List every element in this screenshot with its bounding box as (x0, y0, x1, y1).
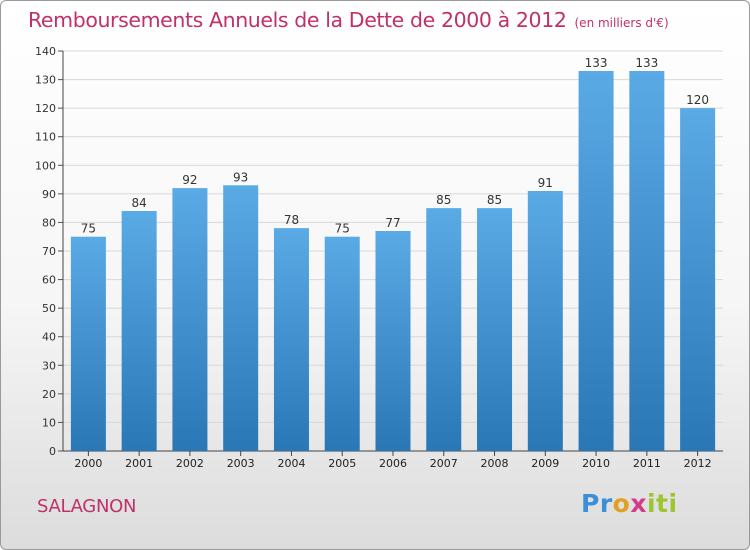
y-tick-label: 70 (42, 245, 56, 258)
bar (223, 185, 259, 452)
bar-value-label: 84 (132, 196, 147, 210)
y-tick-label: 50 (42, 302, 56, 315)
bar-value-label: 75 (81, 222, 96, 236)
bar-value-label: 91 (538, 176, 553, 190)
bar (324, 236, 360, 451)
bar (375, 231, 411, 451)
bar (680, 108, 716, 452)
y-tick-label: 40 (42, 331, 56, 344)
bar-value-label: 133 (585, 56, 608, 70)
bar (426, 208, 462, 451)
y-tick-label: 140 (35, 45, 56, 58)
bar-value-label: 120 (686, 93, 709, 107)
bar (629, 71, 665, 451)
y-tick-label: 90 (42, 188, 56, 201)
x-tick-label: 2006 (379, 457, 407, 470)
bar (477, 208, 513, 451)
data-labels: 75 84 92 93 78 75 77 85 85 91 133 133 120 (81, 56, 709, 236)
y-tick-label: 130 (35, 74, 56, 87)
y-tick-label: 30 (42, 359, 56, 372)
x-tick-label: 2000 (74, 457, 102, 470)
y-tick-label: 110 (35, 131, 56, 144)
x-tick-label: 2001 (125, 457, 153, 470)
bar-value-label: 75 (335, 222, 350, 236)
bar-value-label: 93 (233, 170, 248, 184)
y-tick-label: 10 (42, 416, 56, 429)
x-tick-label: 2012 (684, 457, 712, 470)
y-tick-label: 60 (42, 274, 56, 287)
bars (70, 71, 716, 452)
bar (273, 228, 309, 451)
x-tick-label: 2004 (277, 457, 305, 470)
x-tick-label: 2008 (481, 457, 509, 470)
bar-value-label: 85 (436, 193, 451, 207)
bar-value-label: 85 (487, 193, 502, 207)
bar-value-label: 133 (635, 56, 658, 70)
y-tick-label: 0 (49, 445, 56, 458)
bar (121, 211, 157, 451)
x-tick-label: 2011 (633, 457, 661, 470)
x-tick-label: 2005 (328, 457, 356, 470)
bar (70, 236, 106, 451)
bar (527, 191, 563, 451)
bar-value-label: 77 (385, 216, 400, 230)
bar (172, 188, 208, 451)
y-tick-label: 120 (35, 102, 56, 115)
bar-value-label: 78 (284, 213, 299, 227)
chart-title: Remboursements Annuels de la Dette de 20… (28, 8, 669, 32)
x-tick-label: 2009 (531, 457, 559, 470)
x-tick-label: 2002 (176, 457, 204, 470)
unit-label: (en milliers d'€) (574, 16, 669, 30)
bar (578, 71, 614, 451)
y-tick-label: 80 (42, 216, 56, 229)
y-tick-label: 20 (42, 388, 56, 401)
y-tick-label: 100 (35, 159, 56, 172)
x-tick-label: 2010 (582, 457, 610, 470)
x-tick-label: 2007 (430, 457, 458, 470)
commune-name: SALAGNON (37, 496, 137, 517)
proxiti-logo: Proxiti (581, 489, 678, 518)
bar-value-label: 92 (182, 173, 197, 187)
x-tick-label: 2003 (227, 457, 255, 470)
